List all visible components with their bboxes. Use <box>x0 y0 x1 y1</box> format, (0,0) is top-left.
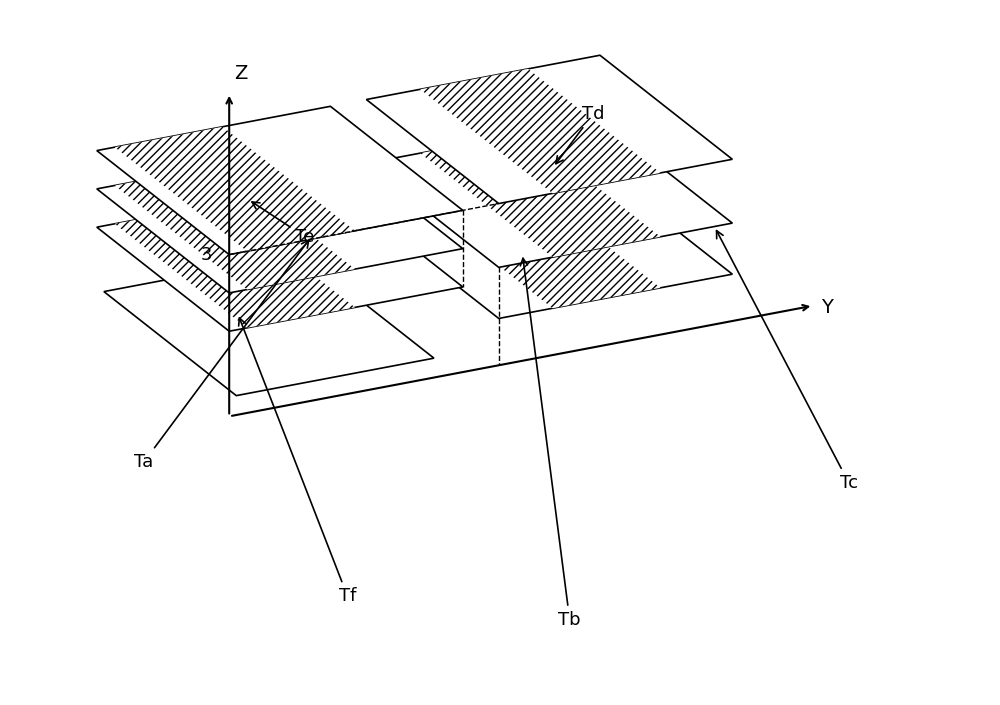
Text: Z: Z <box>234 64 247 83</box>
Text: Tc: Tc <box>717 231 858 491</box>
Polygon shape <box>366 170 732 319</box>
Text: Tb: Tb <box>520 258 581 629</box>
Text: Ta: Ta <box>134 240 309 471</box>
Text: 3: 3 <box>201 245 212 264</box>
Text: Tf: Tf <box>239 318 356 605</box>
Polygon shape <box>420 184 660 308</box>
Polygon shape <box>97 183 463 331</box>
Text: Te: Te <box>252 202 314 245</box>
Text: Y: Y <box>821 298 833 317</box>
Polygon shape <box>97 145 463 293</box>
Text: Td: Td <box>556 105 605 164</box>
Polygon shape <box>97 106 463 255</box>
Polygon shape <box>115 165 355 290</box>
Polygon shape <box>366 55 732 204</box>
Polygon shape <box>115 127 355 251</box>
Polygon shape <box>115 203 355 328</box>
Polygon shape <box>420 133 660 257</box>
Polygon shape <box>420 69 660 193</box>
Polygon shape <box>366 119 732 267</box>
Polygon shape <box>104 254 434 396</box>
